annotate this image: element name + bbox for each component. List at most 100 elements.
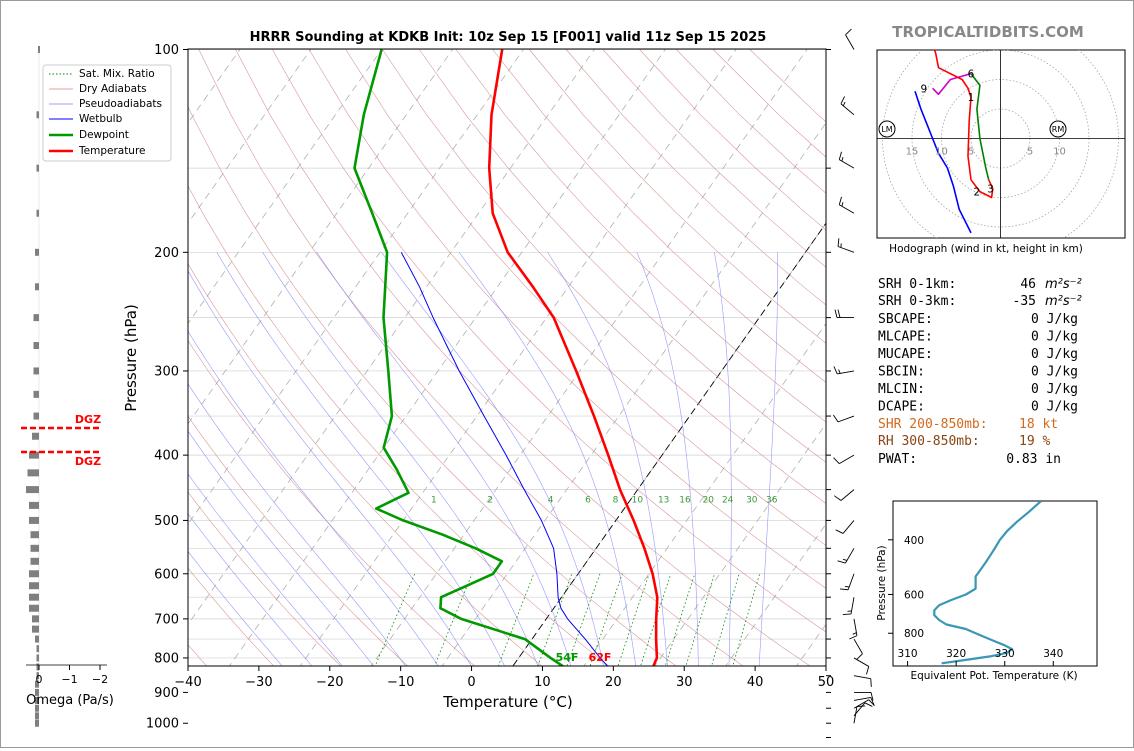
theta-x-tick-label: 330 [995,648,1015,660]
skewt-y-axis-label: Pressure (hPa) [122,304,140,412]
wind-barb-flag [833,415,838,422]
wind-barb-staff [854,676,871,679]
isotherm--40 [179,50,665,738]
mixing-ratio-label: 36 [766,495,778,505]
mixing-ratio-label: 10 [632,495,644,505]
omega-bar [34,314,40,321]
hodograph-height-label: 9 [920,83,927,95]
wind-barb-flag [849,636,857,639]
wind-barb-flag [871,679,872,687]
omega-bar [31,545,40,552]
wind-barb-flag [838,561,846,563]
dry-adiabat [199,50,849,738]
x-tick-label: 30 [676,675,693,690]
omega-bar [29,502,39,509]
wind-barb-flag [840,589,848,590]
shr-label: SHR 200-850mb: [878,417,988,432]
omega-bar [35,720,39,727]
y-tick-label: 800 [154,651,179,666]
omega-bar [29,605,39,612]
wind-barb-flag [838,238,839,246]
param-value: 0 J/kg [1031,347,1078,362]
theta-y-tick-label: 600 [904,589,924,601]
omega-bar [37,165,40,172]
mixing-ratio-line [345,574,415,738]
x-tick-label: 10 [534,675,551,690]
isotherm-zero [462,50,948,738]
pwat-value: 0.83 in [1006,452,1061,467]
omega-bar [34,342,40,349]
hodograph-ring-label: 5 [968,147,974,158]
x-tick-label: 0 [467,675,475,690]
theta-x-tick-label: 310 [898,648,918,660]
wind-barb-flag [834,458,840,464]
wind-barb-flag [834,366,837,374]
mixing-ratio-label: 20 [703,495,715,505]
y-tick-label: 900 [154,686,179,701]
omega-bar [29,570,39,577]
omega-bar [38,46,40,53]
y-tick-label: 600 [154,567,179,582]
pseudoadiabat [263,252,562,737]
dgz-top-label: DGZ [75,413,101,426]
wind-barb-flag [839,197,841,205]
wind-barb-flag [866,666,868,674]
dry-adiabat [126,50,706,738]
omega-tick-label: −1 [61,673,77,686]
brand-watermark: TROPICALTIDBITS.COM [892,23,1084,41]
omega-bar [34,367,40,374]
omega-bar [26,486,39,493]
omega-bar [37,645,40,652]
surface-dewpoint-label: 54F [556,651,579,664]
mixing-ratio-label: 6 [585,495,591,505]
rh-value: 19 % [1019,434,1050,449]
wind-barbs [833,29,874,723]
wind-barb-staff [854,639,863,654]
srh3-label: SRH 0-3km: [878,294,956,309]
dry-adiabat [162,50,777,738]
theta-e-y-axis-label: Pressure (hPa) [876,545,888,620]
hodograph-caption: Hodograph (wind in kt, height in km) [889,243,1083,255]
param-label: SBCIN: [878,365,925,380]
wind-barb-half-flag [839,370,841,374]
wind-barb-flag [865,703,872,707]
dgz-bottom-label: DGZ [75,455,101,468]
x-tick-label: −10 [387,675,414,690]
omega-bar [37,210,40,217]
mixing-ratio-label: 30 [746,495,758,505]
omega-bar [31,531,40,538]
hodograph-height-label: 6 [968,69,975,81]
skewt-x-axis-label: Temperature (°C) [442,693,572,711]
param-value: 0 J/kg [1031,312,1078,327]
param-value: 0 J/kg [1031,400,1078,415]
mixing-ratio-label: 1 [431,495,437,505]
wind-barb-staff [854,658,869,667]
profile-temperature [489,50,657,730]
param-value: 0 J/kg [1031,330,1078,345]
omega-bar [35,712,39,719]
omega-tick-label: −2 [92,673,108,686]
legend-label-pseudoadiabats: Pseudoadiabats [79,98,162,110]
y-tick-label: 700 [154,612,179,627]
y-tick-label: 300 [154,364,179,379]
hodograph-ring-label: 5 [1027,147,1033,158]
x-tick-label: 50 [818,675,835,690]
mixing-ratio-label: 4 [548,495,554,505]
theta-y-tick-label: 400 [904,535,924,547]
omega-bar [29,594,39,601]
srh1-value: 46 [1020,277,1036,292]
y-tick-label: 200 [154,246,179,261]
mixing-ratio-label: 2 [487,495,493,505]
wind-barb-half-flag [853,633,857,635]
omega-bar [37,111,40,118]
srh1-label: SRH 0-1km: [878,277,956,292]
omega-bar [32,615,39,622]
shr-value: 18 kt [1019,417,1058,432]
wind-barb-staff [839,455,854,464]
legend-label-wetbulb: Wetbulb [79,113,123,125]
wind-barb-staff [843,520,854,533]
hodograph-ring-label: 15 [906,147,919,158]
mixing-ratio-line [406,574,472,738]
omega-bar [28,469,40,476]
parameter-table: SRH 0-1km: 46 m²s⁻² SRH 0-3km: -35 m²s⁻²… [878,277,1082,467]
